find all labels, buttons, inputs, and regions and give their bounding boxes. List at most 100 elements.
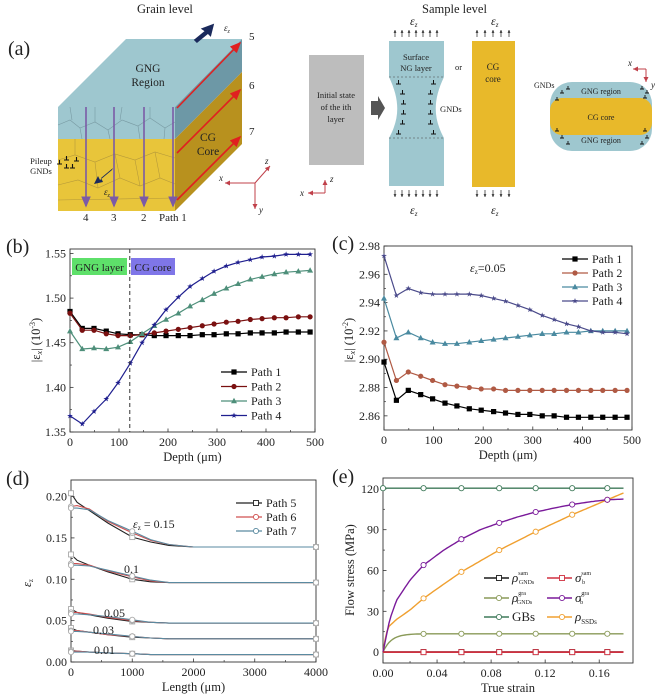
y-tick-label: 2.94 bbox=[359, 296, 380, 310]
series-line bbox=[71, 651, 316, 656]
data-point bbox=[490, 295, 497, 301]
series-path-2 bbox=[381, 339, 630, 393]
legend-item: Path 4 bbox=[221, 409, 281, 423]
ng-sample-line1: Surface bbox=[403, 52, 429, 62]
data-point bbox=[175, 310, 182, 316]
data-point bbox=[247, 276, 254, 282]
x-axis-title: Depth (μm) bbox=[163, 450, 221, 464]
data-point bbox=[491, 386, 497, 392]
cross-axes-icon bbox=[633, 66, 649, 82]
side-path-label-7: 7 bbox=[249, 126, 255, 138]
data-point bbox=[223, 285, 230, 291]
data-point bbox=[466, 384, 472, 391]
legend-item: ρgra GNDs bbox=[484, 590, 533, 606]
legend-marker bbox=[572, 298, 578, 304]
data-point bbox=[514, 333, 521, 339]
legend-label: Path 4 bbox=[251, 409, 281, 423]
data-point bbox=[551, 330, 558, 336]
legend-label: Path 2 bbox=[592, 266, 622, 280]
legend-sup: sam bbox=[518, 571, 528, 577]
data-point bbox=[187, 324, 193, 331]
legend-item: Path 3 bbox=[562, 280, 622, 294]
legend-main: GBs bbox=[512, 609, 535, 624]
cg-core-label-2: Core bbox=[197, 146, 219, 158]
data-point bbox=[599, 329, 606, 335]
ylabel-main: |ε bbox=[29, 354, 43, 362]
ylabel-main: ε bbox=[20, 582, 34, 587]
data-point bbox=[551, 413, 557, 419]
chart-d: 0 1000 2000 3000 4000 0.00 0.05 0.10 0.15 0.20 Len… bbox=[20, 479, 328, 694]
data-point bbox=[417, 289, 424, 296]
series-line bbox=[383, 342, 627, 391]
legend-marker bbox=[231, 383, 237, 390]
legend-marker bbox=[253, 500, 259, 506]
data-point bbox=[211, 290, 218, 296]
x-tick-label: 3000 bbox=[243, 665, 267, 679]
panel-label-a: (a) bbox=[8, 38, 30, 60]
legend-label: Path 3 bbox=[251, 394, 281, 408]
data-point bbox=[129, 528, 136, 535]
path-arrows bbox=[81, 107, 178, 208]
y-axis-title: |εx| (10-3) bbox=[28, 318, 44, 362]
curve-label-text: = 0.15 bbox=[141, 517, 175, 531]
path-label-1: Path 1 bbox=[159, 212, 187, 224]
legend-sup: gra bbox=[581, 591, 589, 597]
legend-sub: GNDs bbox=[517, 600, 533, 606]
legend-main: ρ bbox=[511, 590, 518, 605]
cross-axis-y: y bbox=[650, 80, 655, 90]
grain-level-title: Grain level bbox=[137, 2, 193, 16]
ylabel-tail: | (10 bbox=[29, 329, 43, 351]
y-tick-label: 0.00 bbox=[46, 655, 67, 669]
data-point bbox=[418, 392, 424, 398]
data-point bbox=[271, 270, 278, 277]
pileup-label-2: GNDs bbox=[30, 166, 52, 176]
data-point bbox=[600, 387, 606, 393]
x-tick-label: 400 bbox=[257, 435, 275, 449]
series-path-3 bbox=[67, 267, 314, 352]
y-axis-title: εz bbox=[20, 579, 35, 587]
data-point bbox=[175, 294, 182, 300]
y-tick-label: 2.96 bbox=[359, 267, 380, 281]
data-point bbox=[624, 327, 631, 334]
cg-core-label-1: CG bbox=[200, 132, 216, 144]
panel-a: (a) Grain level Sample level bbox=[8, 2, 655, 224]
panel-label-b: (b) bbox=[6, 236, 29, 258]
data-point bbox=[307, 329, 313, 335]
data-point bbox=[129, 616, 136, 623]
data-point bbox=[151, 321, 158, 328]
y-tick-label: 30 bbox=[367, 604, 379, 618]
cg-core-label: CG core bbox=[135, 262, 172, 274]
initial-state-line3: layer bbox=[328, 114, 345, 124]
data-point bbox=[458, 485, 465, 492]
data-point bbox=[259, 254, 265, 260]
x-tick-label: 100 bbox=[425, 433, 443, 447]
path-label-2: 2 bbox=[141, 212, 147, 224]
data-point bbox=[496, 547, 503, 554]
data-point bbox=[539, 387, 545, 393]
data-point bbox=[515, 387, 521, 393]
cross-gnd-icons bbox=[555, 86, 649, 145]
legend-item: GBs bbox=[484, 609, 535, 624]
cube-axis-x: x bbox=[218, 173, 223, 183]
data-point bbox=[139, 339, 145, 346]
data-point bbox=[259, 273, 266, 279]
data-point bbox=[235, 259, 241, 265]
data-point bbox=[418, 373, 424, 379]
data-point bbox=[211, 332, 217, 338]
data-point bbox=[430, 396, 436, 402]
data-point bbox=[381, 359, 387, 365]
data-point bbox=[312, 579, 320, 586]
data-point bbox=[478, 292, 485, 298]
data-point bbox=[283, 315, 289, 321]
data-point bbox=[569, 630, 576, 637]
data-point bbox=[381, 252, 387, 259]
data-point bbox=[247, 256, 254, 263]
x-axis-title: Length (μm) bbox=[162, 680, 225, 694]
data-point bbox=[604, 485, 611, 492]
legend-marker bbox=[231, 397, 237, 404]
y-tick-label: 0.20 bbox=[46, 490, 67, 504]
y-axis-title: Flow stress (MPa) bbox=[343, 524, 357, 616]
annot-main: ε bbox=[470, 261, 475, 275]
data-point bbox=[199, 296, 206, 303]
